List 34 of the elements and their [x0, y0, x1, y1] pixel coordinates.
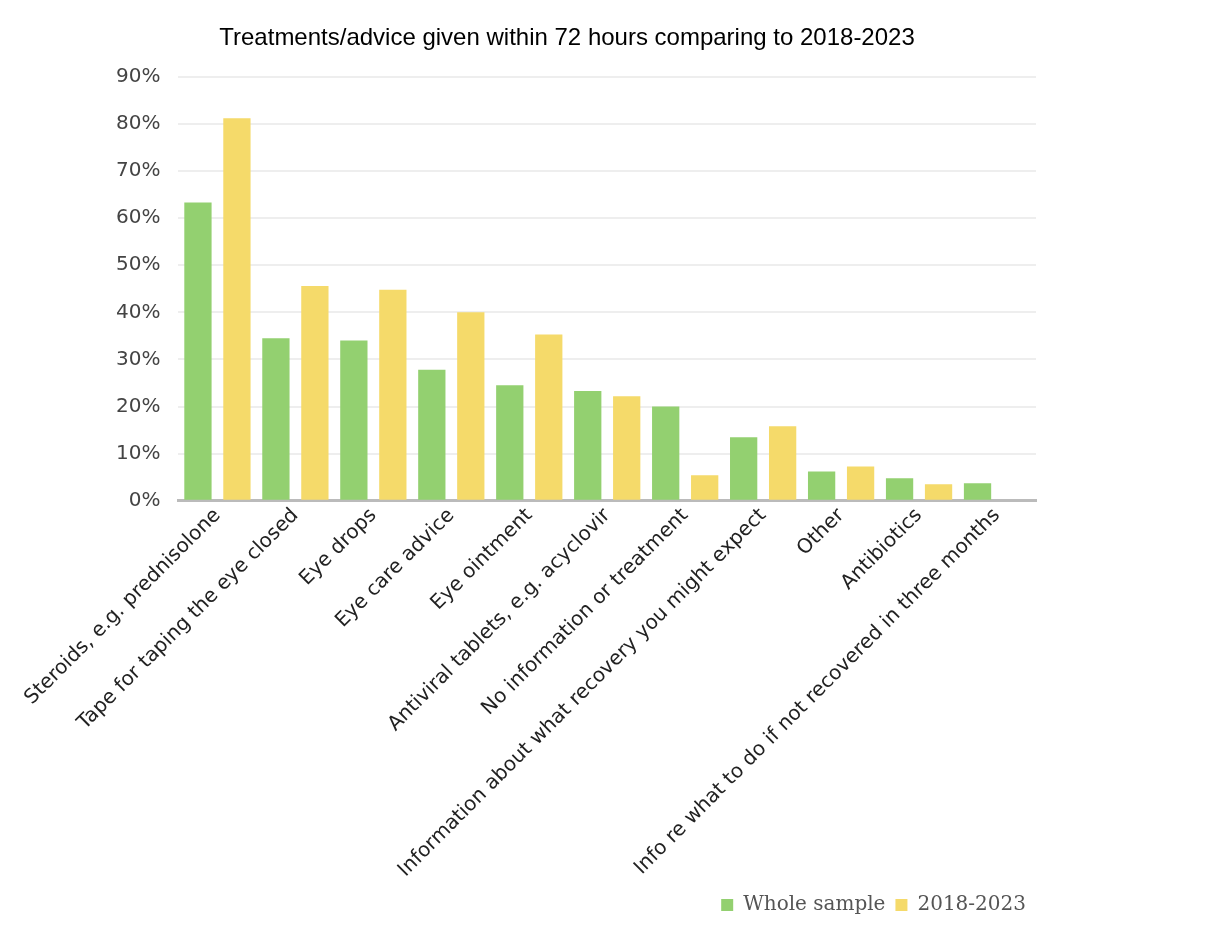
chart-title: Treatments/advice given within 72 hours comparing to 2018-2023 [219, 23, 915, 51]
bar [496, 385, 524, 500]
y-tick-label: 50% [116, 251, 161, 276]
y-tick-label: 20% [116, 392, 161, 417]
y-tick-label: 70% [116, 157, 161, 182]
bar [184, 202, 212, 500]
y-tick-label: 80% [116, 110, 161, 135]
bar [340, 340, 368, 500]
y-tick-label: 60% [116, 204, 161, 229]
y-tick-label: 90% [116, 63, 161, 87]
bar [768, 426, 797, 500]
y-tick-label: 0% [128, 486, 161, 511]
bar [301, 285, 329, 500]
bar [379, 289, 407, 500]
bar [885, 478, 914, 500]
bar [535, 334, 563, 500]
bar [418, 369, 446, 500]
bar [846, 466, 875, 500]
bar [691, 475, 719, 500]
bar [924, 484, 953, 500]
legend-label: 2018-2023 [917, 891, 1027, 916]
bar [963, 483, 992, 500]
bar [262, 338, 290, 500]
y-tick-label: 10% [116, 439, 161, 464]
y-tick-label: 30% [116, 345, 161, 370]
bar [613, 396, 641, 500]
legend-label: Whole sample [743, 891, 886, 916]
bar [807, 471, 836, 500]
bar [574, 391, 602, 500]
bar [457, 312, 485, 500]
y-tick-label: 40% [116, 298, 161, 323]
bar [730, 437, 758, 500]
bar [223, 118, 251, 500]
bar [652, 406, 680, 500]
